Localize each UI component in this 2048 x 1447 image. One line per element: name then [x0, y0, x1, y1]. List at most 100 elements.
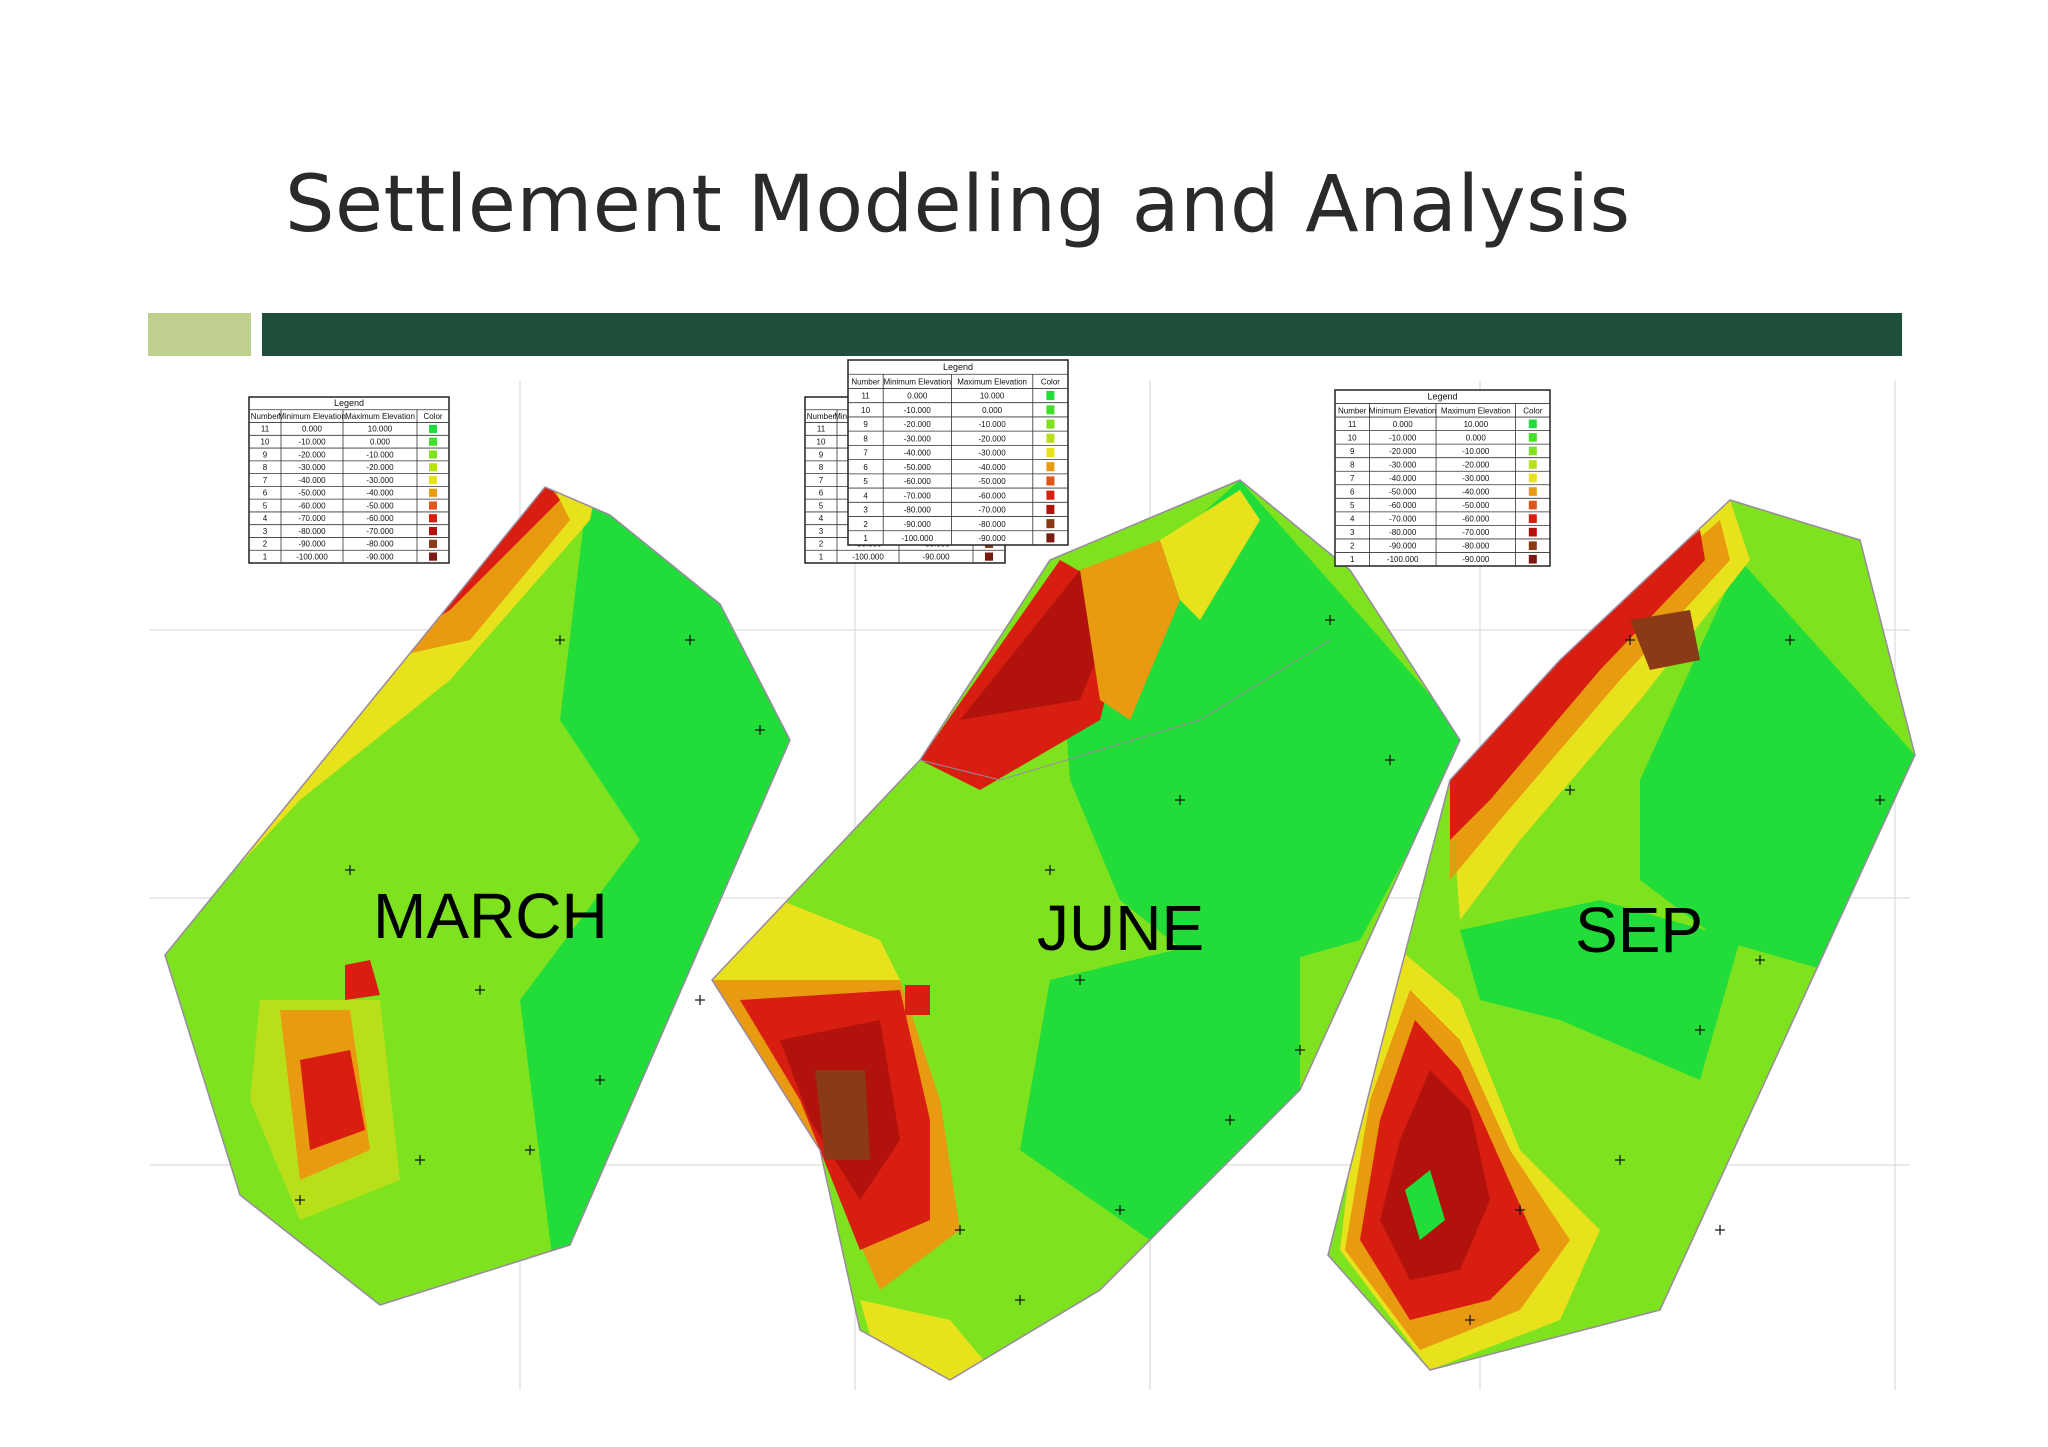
legend-cell: -70.000: [1389, 515, 1417, 524]
legend-color-swatch: [429, 463, 437, 472]
survey-point-marker: [1695, 1025, 1705, 1035]
legend-cell: 1: [819, 552, 824, 561]
legend-cell: -90.000: [298, 540, 326, 549]
legend-header: Color: [1523, 406, 1542, 415]
legend-color-swatch: [429, 450, 437, 459]
survey-point-marker: [1875, 795, 1885, 805]
survey-point-marker: [685, 635, 695, 645]
legend-cell: -10.000: [1462, 447, 1490, 456]
legend-cell: 5: [819, 501, 824, 510]
legend-cell: -10.000: [298, 438, 326, 447]
legend-cell: -70.000: [904, 491, 932, 500]
legend-cell: -90.000: [979, 534, 1007, 543]
legend-cell: -60.000: [1389, 501, 1417, 510]
legend-cell: -90.000: [1389, 542, 1417, 551]
legend-cell: 10: [1348, 433, 1357, 442]
legend-cell: -70.000: [366, 527, 394, 536]
legend-cell: 5: [1350, 501, 1355, 510]
legend-color-swatch: [429, 552, 437, 561]
legend-cell: -50.000: [366, 501, 394, 510]
legend-cell: 9: [263, 450, 268, 459]
legend-color-swatch: [1046, 391, 1055, 401]
survey-point-marker: [295, 1195, 305, 1205]
legend-cell: 11: [1348, 420, 1357, 429]
legend-cell: -30.000: [904, 434, 932, 443]
legend-cell: -70.000: [298, 514, 326, 523]
survey-point-marker: [1515, 1205, 1525, 1215]
legend-cell: -70.000: [1462, 528, 1490, 537]
legend-cell: 2: [263, 540, 268, 549]
legend-color-swatch: [1046, 447, 1055, 458]
legend-cell: -100.000: [852, 552, 884, 561]
legend-cell: -20.000: [979, 434, 1007, 443]
legend-color-swatch: [1528, 419, 1537, 429]
legend-cell: 5: [263, 501, 268, 510]
legend-cell: 2: [819, 540, 824, 549]
survey-point-marker: [525, 1145, 535, 1155]
legend-cell: -80.000: [366, 540, 394, 549]
legend-color-swatch: [1528, 500, 1537, 510]
legend-cell: 0.000: [1466, 433, 1487, 442]
legend-color-swatch: [1528, 554, 1537, 564]
legend-cell: 1: [863, 534, 868, 543]
legend-cell: -40.000: [979, 463, 1007, 472]
legend-cell: -50.000: [298, 489, 326, 498]
survey-point-marker: [1755, 955, 1765, 965]
legend-cell: 10: [261, 438, 270, 447]
map-march: MARCH: [164, 486, 791, 1306]
legend-cell: -90.000: [904, 520, 932, 529]
legend-cell: -30.000: [1462, 474, 1490, 483]
legend-cell: 8: [1350, 460, 1355, 469]
legend-color-swatch: [429, 437, 437, 446]
legend-cell: 11: [817, 425, 826, 434]
legend-cell: -100.000: [296, 552, 328, 561]
map-label-march: MARCH: [373, 880, 608, 952]
legend-header: Number: [851, 377, 880, 386]
legend-color-swatch: [1528, 433, 1537, 442]
legend-cell: 10.000: [1464, 420, 1489, 429]
survey-point-marker: [415, 1155, 425, 1165]
legend-cell: 9: [1350, 447, 1355, 456]
legend-cell: 10.000: [980, 392, 1005, 401]
legend-cell: -20.000: [366, 463, 394, 472]
legend-cell: -80.000: [1462, 542, 1490, 551]
legend-color-swatch: [1046, 405, 1055, 415]
legend-cell: -30.000: [979, 449, 1007, 458]
legend-cell: 4: [863, 491, 868, 500]
legend-cell: -10.000: [366, 450, 394, 459]
legend-cell: -20.000: [1462, 460, 1490, 469]
legend-cell: -20.000: [904, 420, 932, 429]
legend-cell: 4: [819, 514, 824, 523]
legend-cell: -90.000: [366, 552, 394, 561]
legend-header: Maximum Elevation: [345, 412, 415, 421]
map-label-june: JUNE: [1037, 892, 1204, 964]
legend-cell: 6: [1350, 488, 1355, 497]
legend-cell: -60.000: [904, 477, 932, 486]
slide-title: Settlement Modeling and Analysis: [285, 160, 1631, 250]
legend-cell: 6: [263, 489, 268, 498]
legend-cell: 0.000: [1393, 420, 1414, 429]
survey-point-marker: [1385, 755, 1395, 765]
legend-cell: -60.000: [979, 491, 1007, 500]
survey-point-marker: [955, 1225, 965, 1235]
legend-cell: -90.000: [922, 552, 950, 561]
legend-title: Legend: [1427, 391, 1457, 401]
legend-cell: -10.000: [904, 406, 932, 415]
legend-cell: -60.000: [366, 514, 394, 523]
survey-point-marker: [1565, 785, 1575, 795]
legend-cell: -60.000: [298, 501, 326, 510]
legend-header: Number: [251, 412, 280, 421]
legend-cell: 10.000: [368, 425, 393, 434]
legend-cell: 9: [819, 450, 824, 459]
legend-title: Legend: [943, 362, 973, 372]
survey-point-marker: [1045, 865, 1055, 875]
legend-cell: -40.000: [1462, 488, 1490, 497]
legend-color-swatch: [1528, 473, 1537, 483]
legend-color-swatch: [1046, 519, 1055, 529]
legend-header: Number: [1338, 406, 1367, 415]
survey-point-marker: [1615, 1155, 1625, 1165]
survey-point-marker: [1115, 1205, 1125, 1215]
legend-color-swatch: [1046, 419, 1055, 429]
legend-cell: 10: [861, 406, 870, 415]
